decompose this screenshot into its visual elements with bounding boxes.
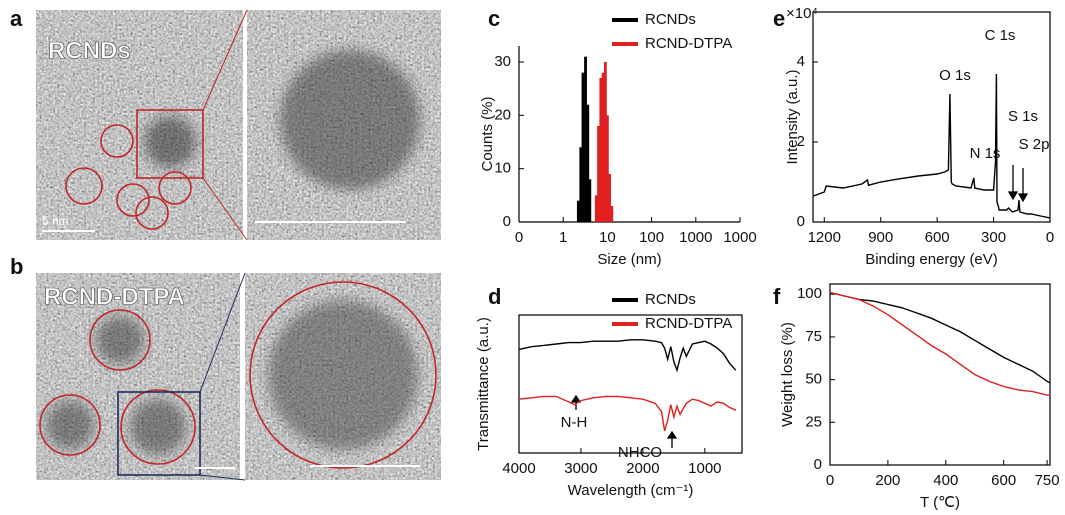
y-tick-label: 10	[494, 160, 511, 177]
image-label: RCND-DTPA	[44, 283, 185, 310]
x-tick-label: 1	[559, 229, 567, 246]
x-tick-label: 10	[599, 229, 616, 246]
panel-label: a	[10, 6, 23, 31]
y-tick-label: 100	[797, 285, 822, 302]
bar	[597, 126, 600, 222]
x-tick-label: 400	[933, 472, 958, 489]
line	[813, 73, 1050, 219]
y-tick-label: 50	[805, 371, 822, 388]
annotation: S 2p	[1019, 136, 1050, 153]
arrows	[570, 165, 1029, 448]
x-tick-label: 2000	[626, 460, 659, 477]
panel-label: d	[488, 284, 501, 309]
x-tick-label: 900	[868, 229, 893, 246]
bar	[581, 72, 585, 223]
scale-bars	[42, 221, 420, 469]
plot-frame	[829, 283, 1051, 466]
image-label: RCNDs	[48, 37, 131, 64]
annotation: C 1s	[985, 27, 1016, 44]
x-axis-label: Size (nm)	[597, 251, 661, 268]
x-tick-label: 600	[991, 472, 1016, 489]
bar	[603, 62, 607, 222]
plot-frame	[518, 314, 743, 454]
panel-label: f	[773, 284, 781, 309]
y-tick-label: 20	[494, 106, 511, 123]
line	[830, 291, 1050, 384]
x-tick-label: 1200	[808, 229, 841, 246]
y-axis-label: Counts (%)	[479, 96, 496, 171]
line	[830, 291, 1050, 396]
line	[519, 395, 737, 432]
bar	[588, 179, 592, 222]
legend-label: RCND-DTPA	[645, 315, 732, 332]
x-axis-label: T (℃)	[920, 494, 960, 511]
bar	[576, 200, 580, 222]
red-markers	[39, 9, 437, 469]
legend-label: RCNDs	[645, 291, 696, 308]
x-tick-label: 1000	[679, 229, 712, 246]
bar	[579, 147, 583, 222]
y-tick-label: 0	[503, 213, 511, 230]
x-tick-label: 1000	[688, 460, 721, 477]
bar	[610, 206, 614, 222]
y-tick-label: 0	[797, 213, 805, 230]
scale-label: 5 nm	[42, 214, 69, 228]
y-axis-label: Weight loss (%)	[779, 322, 796, 427]
x-tick-label: 300	[981, 229, 1006, 246]
x-tick-label: 0	[1046, 229, 1054, 246]
blue-markers	[117, 272, 246, 481]
y-multiplier: ×10⁴	[786, 5, 818, 22]
annotation: N-H	[561, 414, 588, 431]
particle-shading	[46, 50, 420, 455]
annotation: O 1s	[939, 67, 971, 84]
bar	[586, 104, 590, 222]
y-tick-label: 4	[797, 53, 805, 70]
annotation: S 1s	[1008, 108, 1038, 125]
tem-a-overview	[36, 10, 243, 240]
y-axis-label: Intensity (a.u.)	[784, 69, 801, 164]
x-axis-label: Binding energy (eV)	[865, 251, 998, 268]
plot-frame	[812, 11, 1051, 223]
line	[519, 339, 737, 373]
bar	[601, 72, 605, 223]
bar	[606, 115, 609, 222]
y-tick-label: 75	[805, 328, 822, 345]
legend-label: RCNDs	[645, 11, 696, 28]
x-axis-label: Wavelength (cm⁻¹)	[568, 482, 694, 499]
legend-label: RCND-DTPA	[645, 35, 732, 52]
x-tick-label: 4000	[502, 460, 535, 477]
x-tick-label: 100	[639, 229, 664, 246]
bar	[608, 174, 611, 222]
tem-images: RCNDs 5 nm RCND-DTPA	[36, 9, 441, 481]
y-tick-label: 30	[494, 53, 511, 70]
x-tick-label: 0	[826, 472, 834, 489]
x-tick-label: 1000	[723, 229, 756, 246]
bar	[594, 195, 598, 222]
y-axis-label: Transmittance (a.u.)	[475, 317, 492, 451]
bar	[584, 56, 587, 222]
panel-label: c	[488, 6, 500, 31]
annotation: N 1s	[970, 145, 1001, 162]
y-tick-label: 2	[797, 133, 805, 150]
x-tick-label: 3000	[564, 460, 597, 477]
panel-label: b	[10, 254, 23, 279]
y-tick-label: 0	[814, 456, 822, 473]
panel-label: e	[773, 6, 785, 31]
x-tick-label: 750	[1035, 472, 1060, 489]
x-tick-label: 200	[875, 472, 900, 489]
x-tick-label: 0	[515, 229, 523, 246]
x-tick-label: 600	[925, 229, 950, 246]
bar	[599, 78, 603, 222]
y-tick-label: 25	[805, 413, 822, 430]
